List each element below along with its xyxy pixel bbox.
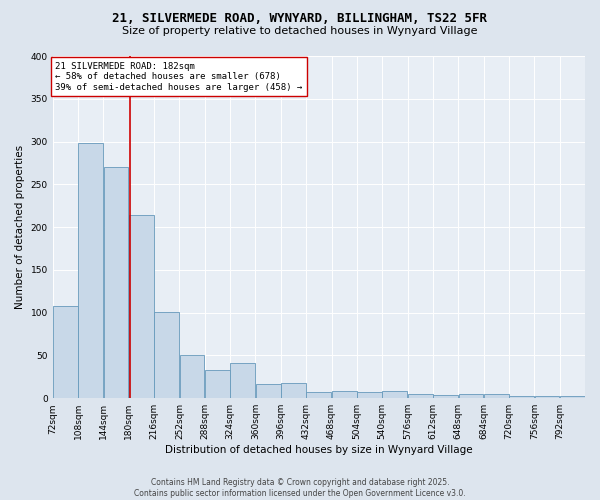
Text: 21 SILVERMEDE ROAD: 182sqm
← 58% of detached houses are smaller (678)
39% of sem: 21 SILVERMEDE ROAD: 182sqm ← 58% of deta… (55, 62, 303, 92)
Bar (484, 394, 509, 398)
X-axis label: Distribution of detached houses by size in Wynyard Village: Distribution of detached houses by size … (165, 445, 473, 455)
Bar (78, 144, 103, 398)
Bar (509, 396, 534, 398)
Bar (129, 215, 154, 398)
Bar (307, 392, 331, 398)
Bar (154, 312, 179, 398)
Y-axis label: Number of detached properties: Number of detached properties (15, 145, 25, 309)
Bar (281, 383, 306, 398)
Text: 21, SILVERMEDE ROAD, WYNYARD, BILLINGHAM, TS22 5FR: 21, SILVERMEDE ROAD, WYNYARD, BILLINGHAM… (113, 12, 487, 26)
Bar (179, 354, 205, 398)
Bar (382, 392, 407, 398)
Bar (408, 394, 433, 398)
Bar (560, 396, 585, 398)
Bar (256, 384, 281, 398)
Bar (104, 167, 128, 398)
Text: Size of property relative to detached houses in Wynyard Village: Size of property relative to detached ho… (122, 26, 478, 36)
Bar (332, 392, 356, 398)
Bar (433, 395, 458, 398)
Bar (205, 370, 230, 398)
Bar (230, 363, 255, 398)
Bar (53, 306, 78, 398)
Bar (458, 394, 484, 398)
Bar (357, 392, 382, 398)
Bar (535, 396, 559, 398)
Text: Contains HM Land Registry data © Crown copyright and database right 2025.
Contai: Contains HM Land Registry data © Crown c… (134, 478, 466, 498)
